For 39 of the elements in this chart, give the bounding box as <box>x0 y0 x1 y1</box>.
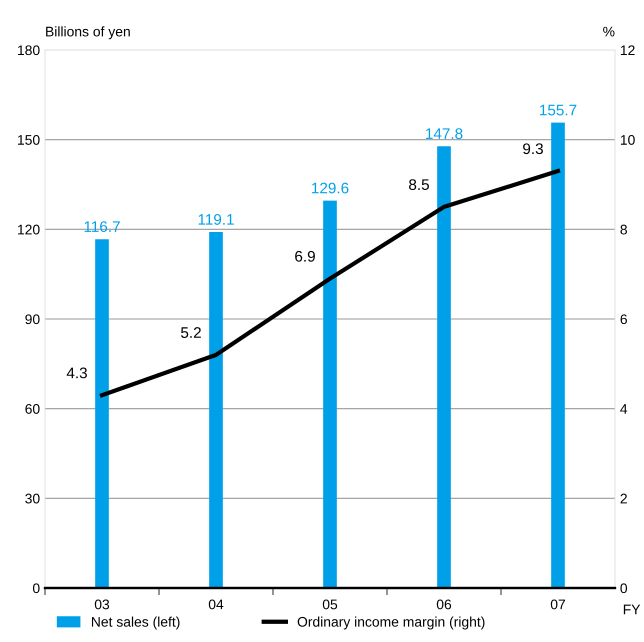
bar <box>437 146 451 588</box>
x-tick-label: 04 <box>208 599 224 610</box>
data-label: 129.6 <box>312 182 348 194</box>
y2-axis-title: % <box>603 26 615 36</box>
y2-tick-label: 0 <box>620 583 628 594</box>
bar <box>323 200 337 588</box>
x-tick-label: 07 <box>550 599 566 610</box>
data-label: 147.8 <box>426 128 462 140</box>
y-tick-label: 60 <box>25 404 40 414</box>
y-tick-label: 30 <box>25 494 40 504</box>
bar <box>551 122 565 588</box>
x-tick-label: 06 <box>436 599 452 610</box>
data-label: 155.7 <box>540 104 576 116</box>
x-tick-label: 05 <box>322 599 338 610</box>
y2-tick-label: 8 <box>620 224 627 235</box>
data-label: 116.7 <box>84 221 120 232</box>
data-label: 9.3 <box>523 143 543 154</box>
y2-tick-label: 6 <box>620 314 627 324</box>
bar <box>95 239 109 588</box>
data-label: 6.9 <box>295 250 315 262</box>
y-tick-label: 0 <box>32 583 40 594</box>
data-label: 4.3 <box>66 367 87 378</box>
y2-tick-label: 12 <box>620 45 635 56</box>
data-label: 8.5 <box>409 179 429 190</box>
bar <box>209 232 223 588</box>
y2-tick-label: 4 <box>620 404 628 414</box>
data-label: 5.2 <box>180 327 201 338</box>
legend-label: Net sales (left) <box>92 616 180 630</box>
y-tick-label: 180 <box>18 45 40 56</box>
data-label: 119.1 <box>198 214 234 225</box>
y2-tick-label: 10 <box>620 135 635 145</box>
x-tick-label: 03 <box>94 599 110 610</box>
y-tick-label: 120 <box>18 224 40 235</box>
y-tick-label: 150 <box>18 135 40 145</box>
y-axis-title: Billions of yen <box>46 26 130 40</box>
y2-tick-label: 2 <box>620 494 627 504</box>
y-tick-label: 90 <box>25 314 40 324</box>
x-axis-title: FY <box>624 604 640 614</box>
legend-label: Ordinary income margin (right) <box>298 616 484 630</box>
